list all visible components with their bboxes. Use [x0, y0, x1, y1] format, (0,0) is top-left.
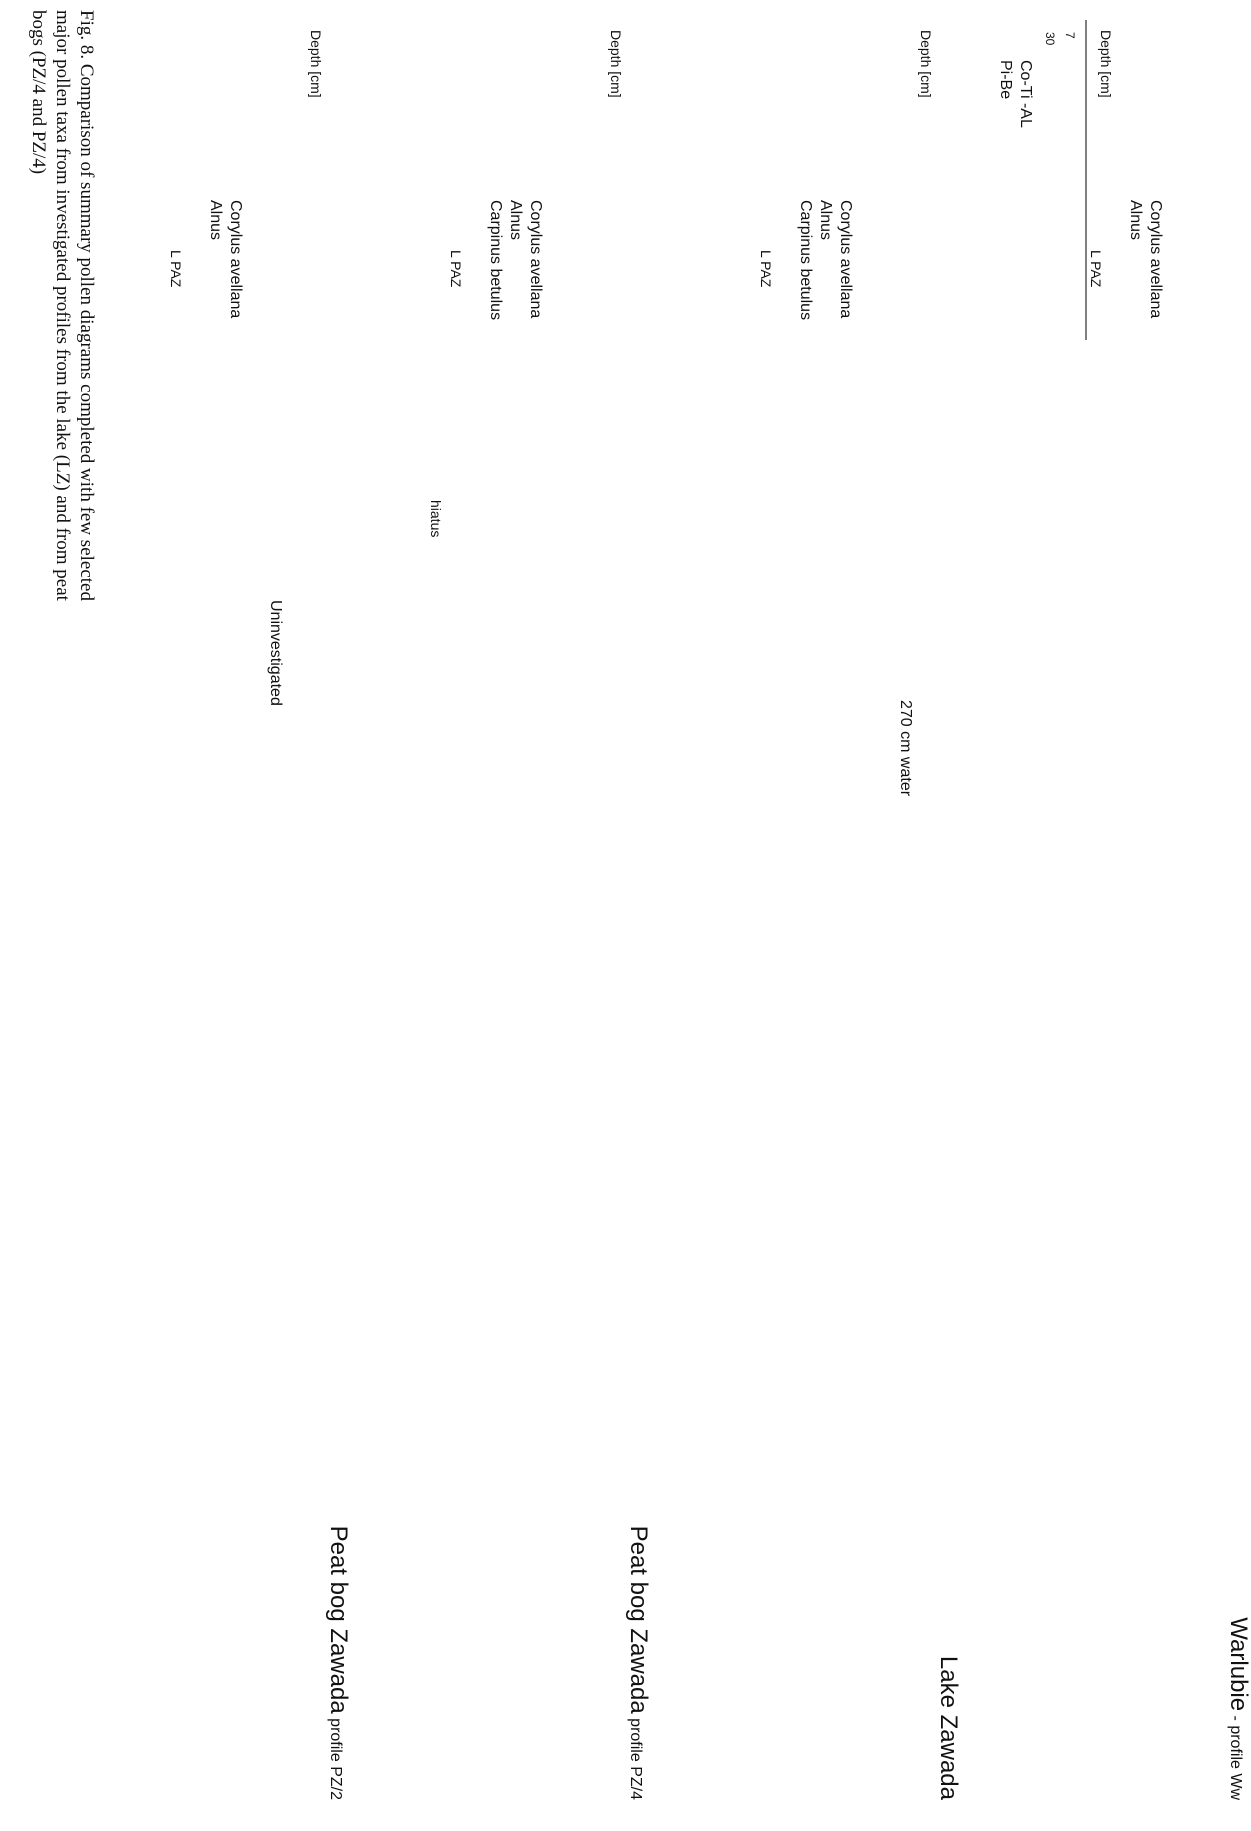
depth-tick: 30: [1043, 32, 1057, 46]
depth-label: Depth [cm]: [918, 30, 934, 98]
water-note: 270 cm water: [897, 700, 914, 797]
taxon-label: Alnus: [817, 200, 834, 240]
taxon-label: Alnus: [207, 200, 224, 240]
taxon-label: Corylus avellana: [837, 200, 854, 318]
taxon-label: Carpinus betulus: [797, 200, 814, 320]
caption-line-1: Fig. 8. Comparison of summary pollen dia…: [76, 10, 97, 601]
caption-line-2: major pollen taxa from investigated prof…: [52, 10, 73, 602]
figure-caption: Fig. 8. Comparison of summary pollen dia…: [28, 10, 97, 602]
panel-title: Peat bog Zawada profile PZ/4: [625, 1526, 652, 1801]
paz-label: L PAZ: [168, 250, 184, 288]
panel-title: Lake Zawada: [935, 1656, 962, 1801]
taxon-label: Corylus avellana: [227, 200, 244, 318]
panel-title: Warlubie - profile Ww: [1225, 1617, 1251, 1800]
panel-peat-bog-pz4: Peat bog Zawada profile PZ/4 Depth [cm] …: [428, 30, 652, 1800]
panel-peat-bog-pz2: Peat bog Zawada profile PZ/2 Depth [cm] …: [168, 30, 352, 1800]
paz-label: L PAZ: [758, 250, 774, 288]
zone-label: Co-Ti -AL: [1017, 60, 1034, 128]
taxon-label: Corylus avellana: [527, 200, 544, 318]
taxon-label: Alnus: [1127, 200, 1144, 240]
taxon-label: Carpinus betulus: [487, 200, 504, 320]
caption-line-3: bogs (PZ/4 and PZ/4): [28, 10, 49, 174]
depth-label: Depth [cm]: [608, 30, 624, 98]
uninvestigated-note: Uninvestigated: [267, 600, 284, 706]
zone-label: Pi-Be: [997, 60, 1014, 99]
panel-title: Peat bog Zawada profile PZ/2: [325, 1526, 352, 1801]
panel-warlubie: Warlubie - profile Ww Depth [cm] 7 30 Co…: [997, 20, 1251, 1800]
paz-label: L PAZ: [1088, 250, 1104, 288]
taxon-label: Corylus avellana: [1147, 200, 1164, 318]
taxon-label: Alnus: [507, 200, 524, 240]
depth-tick: 7: [1063, 32, 1077, 39]
paz-label: L PAZ: [448, 250, 464, 288]
panel-lake-zawada: Lake Zawada Depth [cm] 270 cm water Cory…: [758, 30, 962, 1801]
depth-label: Depth [cm]: [308, 30, 324, 98]
depth-label: Depth [cm]: [1098, 30, 1114, 98]
figure-body: Fig. 8. Comparison of summary pollen dia…: [28, 10, 1251, 1801]
hiatus-label: hiatus: [428, 500, 444, 537]
